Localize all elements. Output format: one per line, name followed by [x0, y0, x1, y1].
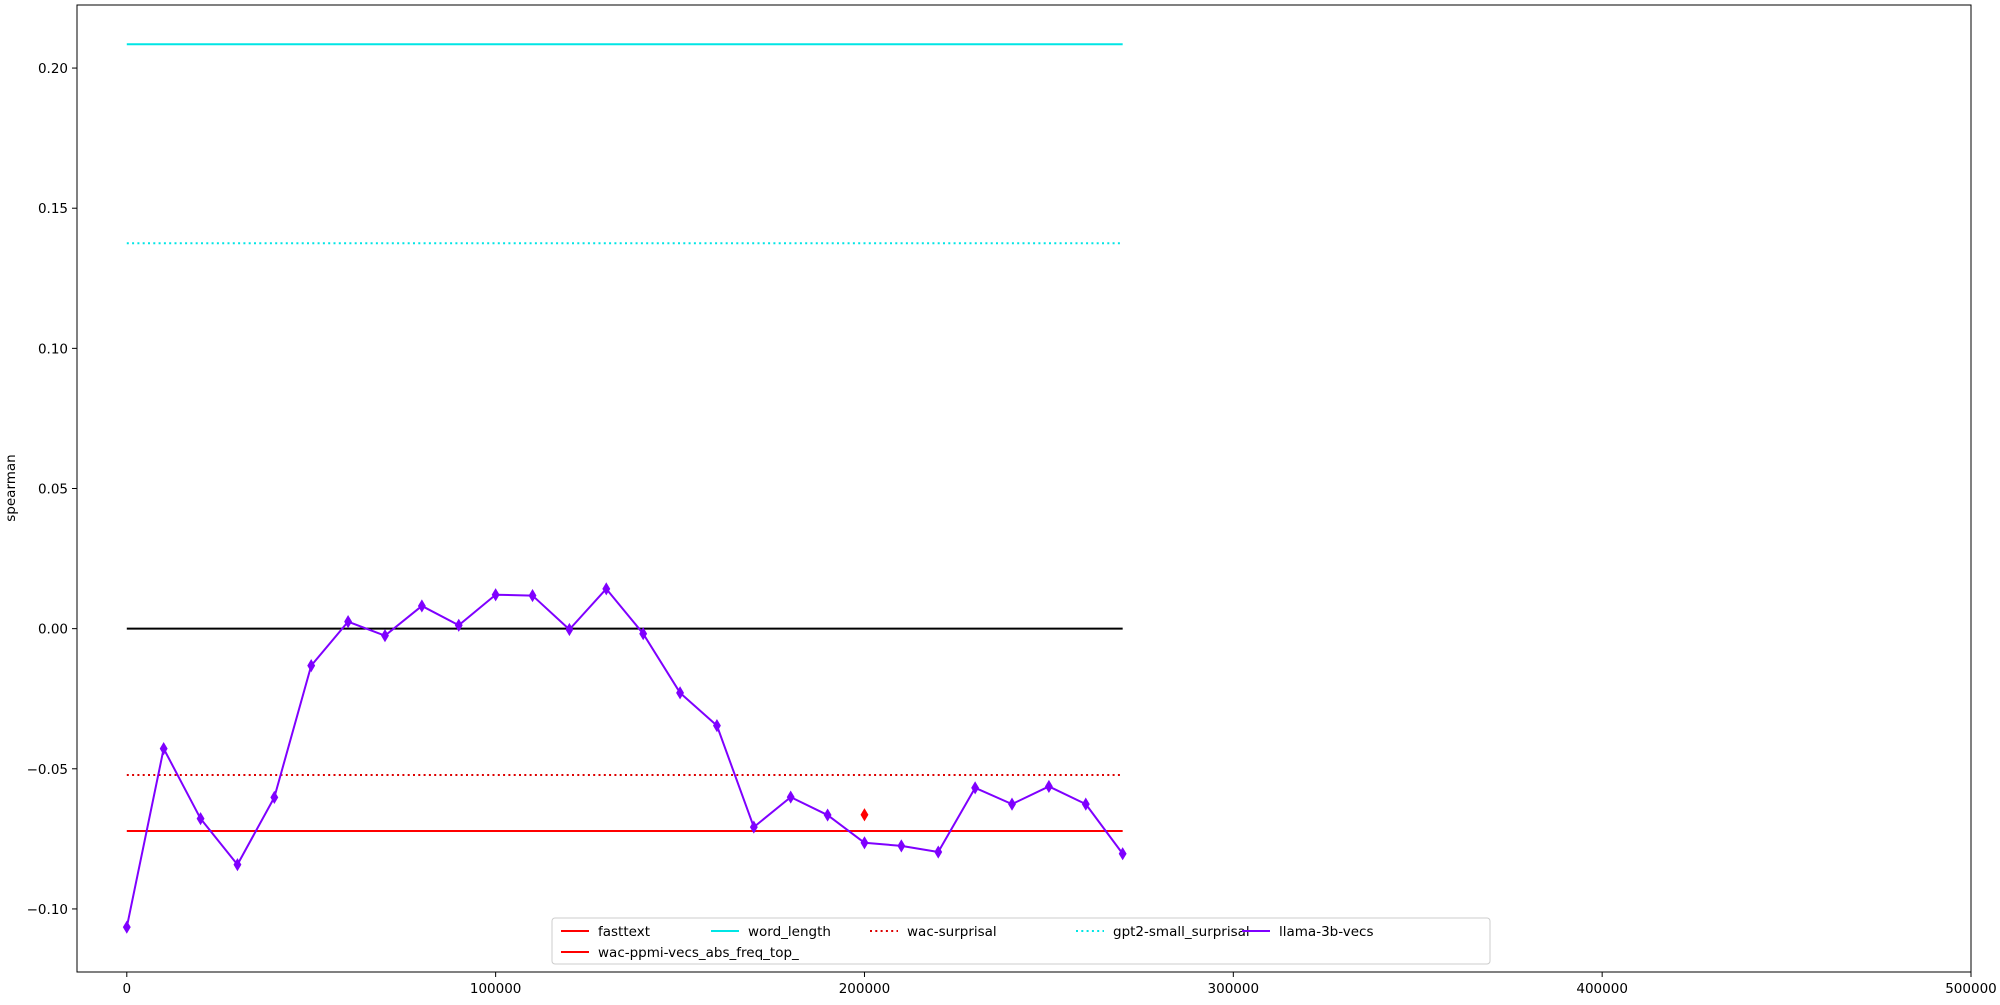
x-tick-label: 500000 [1945, 981, 1997, 997]
data-point [786, 790, 795, 804]
y-tick-label: 0.10 [38, 341, 68, 357]
series-line-llama-3b-vecs [125, 587, 1124, 928]
data-point [971, 781, 980, 795]
data-point [381, 629, 389, 643]
data-point [1081, 797, 1090, 811]
y-axis-label: spearman [3, 454, 19, 521]
legend: fasttext word_length wac-surprisal gpt2-sma… [551, 917, 1491, 965]
x-tick-label: 300000 [1208, 981, 1260, 997]
x-axis: 0 100000 200000 300000 400000 500000 [122, 972, 1997, 997]
data-point [565, 622, 574, 637]
x-tick-label: 200000 [839, 981, 891, 997]
data-point [860, 808, 869, 822]
data-point [1008, 797, 1016, 811]
y-tick-label: 0.00 [38, 622, 68, 638]
y-tick-label: 0.05 [38, 482, 68, 498]
data-point [417, 599, 426, 613]
x-tick-label: 0 [122, 981, 131, 997]
data-point [344, 615, 353, 629]
y-tick-label: −0.05 [27, 762, 68, 778]
data-point [159, 742, 168, 756]
data-point [307, 659, 316, 673]
y-axis: −0.10 −0.05 0.00 0.05 0.10 0.15 0.20 [27, 61, 77, 918]
legend-item: fasttext [561, 924, 650, 940]
legend-label: llama-3b-vecs [1279, 924, 1374, 940]
y-tick-label: −0.10 [27, 902, 68, 918]
legend-item: word_length [711, 924, 831, 940]
legend-box [551, 917, 1491, 965]
legend-item: wac-surprisal [870, 924, 997, 940]
legend-label: fasttext [598, 924, 650, 940]
y-tick-label: 0.15 [38, 201, 68, 217]
y-tick-label: 0.20 [38, 61, 68, 77]
axes-frame [76, 4, 1972, 973]
data-point [823, 808, 832, 822]
data-point [602, 582, 611, 596]
legend-label: gpt2-small_surprisal [1113, 924, 1250, 940]
data-point [454, 618, 463, 632]
legend-label: word_length [748, 924, 831, 940]
data-point [676, 686, 685, 700]
data-point [122, 920, 131, 934]
data-point [1118, 847, 1127, 861]
data-point [1044, 779, 1053, 794]
data-point [528, 588, 537, 603]
legend-item: llama-3b-vecs [1242, 924, 1374, 940]
legend-item: gpt2-small_surprisal [1076, 924, 1250, 940]
data-point [749, 820, 758, 834]
data-point [712, 719, 721, 733]
data-point [639, 627, 648, 641]
x-tick-label: 400000 [1576, 981, 1628, 997]
data-point [491, 588, 500, 602]
data-point [196, 812, 205, 826]
plot-area [76, 4, 1972, 973]
data-point [897, 839, 906, 853]
x-tick-label: 100000 [470, 981, 522, 997]
data-point [270, 790, 279, 804]
legend-label: wac-ppmi-vecs_abs_freq_top_ [598, 945, 799, 961]
legend-item: wac-ppmi-vecs_abs_freq_top_ [561, 945, 799, 961]
legend-label: wac-surprisal [907, 924, 997, 940]
data-point [934, 845, 943, 859]
data-point [233, 858, 242, 872]
data-point [860, 836, 869, 850]
